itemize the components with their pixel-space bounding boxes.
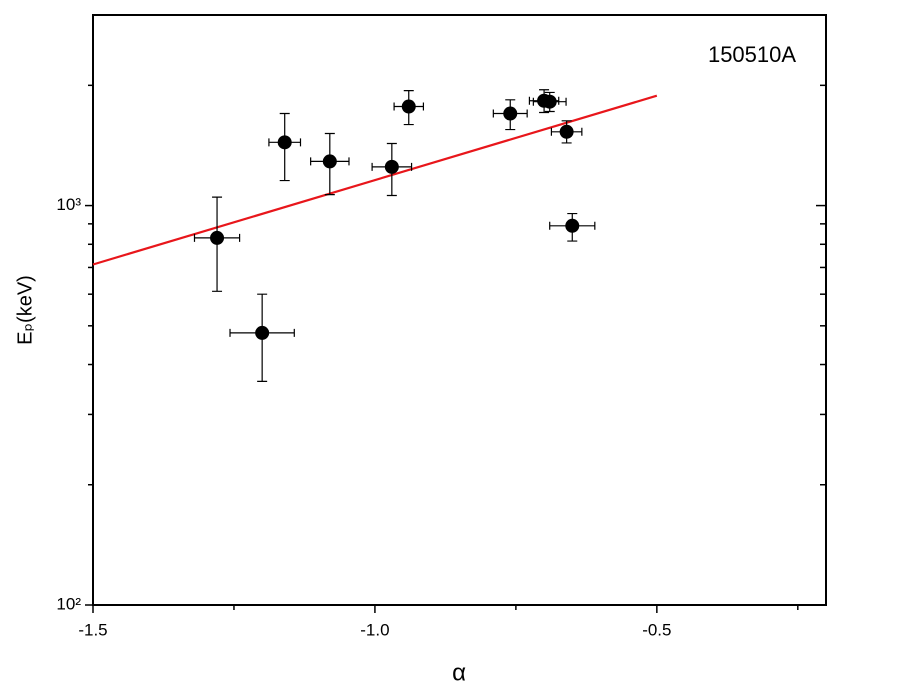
x-tick-label: -0.5 <box>642 620 671 639</box>
data-point <box>542 94 557 109</box>
data-point <box>255 325 270 340</box>
data-point <box>503 106 518 121</box>
data-point <box>210 230 225 245</box>
annotation: 150510A <box>708 42 796 67</box>
data-point <box>322 154 337 169</box>
data-point <box>277 135 292 150</box>
y-axis-label: Eₚ(keV) <box>14 275 36 345</box>
y-tick-label: 10² <box>56 594 81 613</box>
x-tick-label: -1.0 <box>360 620 389 639</box>
y-tick-label: 10³ <box>56 195 81 214</box>
x-tick-label: -1.5 <box>78 620 107 639</box>
data-point <box>384 159 399 174</box>
data-point <box>401 99 416 114</box>
data-point <box>565 218 580 233</box>
plot-frame <box>92 14 827 606</box>
x-axis-label: α <box>452 659 466 686</box>
fit-line <box>92 94 658 266</box>
data-point <box>559 124 574 139</box>
